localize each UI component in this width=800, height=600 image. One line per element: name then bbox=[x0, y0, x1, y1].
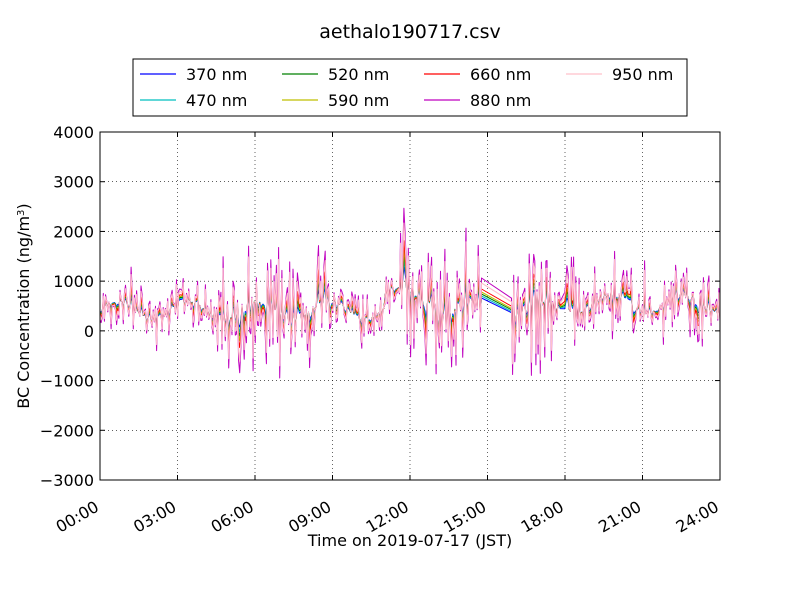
legend-label: 660 nm bbox=[470, 65, 531, 84]
legend-label: 520 nm bbox=[328, 65, 389, 84]
y-axis-label-close: ) bbox=[14, 203, 33, 209]
y-axis-label: BC Concentration (ng/m3) bbox=[14, 203, 33, 408]
x-axis: 00:00 03:00 06:00 09:00 12:00 15:00 18:00 21:00… bbox=[53, 132, 722, 537]
y-tick-label: 0 bbox=[84, 322, 94, 341]
y-axis: −3000 −2000 −1000 0 1000 2000 3000 4000 bbox=[40, 123, 720, 490]
x-tick-label: 24:00 bbox=[673, 497, 722, 537]
y-tick-label: −2000 bbox=[40, 421, 94, 440]
y-tick-label: 2000 bbox=[53, 222, 94, 241]
x-axis-label: Time on 2019-07-17 (JST) bbox=[307, 531, 512, 550]
x-tick-label: 21:00 bbox=[595, 497, 644, 537]
plot-area bbox=[99, 207, 721, 379]
legend-label: 950 nm bbox=[612, 65, 673, 84]
x-tick-label: 03:00 bbox=[130, 497, 179, 537]
x-tick-label: 00:00 bbox=[53, 497, 102, 537]
x-tick-label: 06:00 bbox=[208, 497, 257, 537]
legend: 370 nm 470 nm 520 nm 590 nm 660 nm 880 nm 950 … bbox=[132, 58, 688, 117]
y-tick-label: 1000 bbox=[53, 272, 94, 291]
grid bbox=[100, 132, 720, 480]
y-axis-label-main: BC Concentration (ng/m bbox=[14, 216, 33, 409]
series-line-950-nm bbox=[99, 222, 721, 367]
legend-label: 470 nm bbox=[186, 91, 247, 110]
x-tick-label: 18:00 bbox=[518, 497, 567, 537]
chart-title: aethalo190717.csv bbox=[319, 21, 501, 43]
y-tick-label: −3000 bbox=[40, 471, 94, 490]
y-tick-label: 3000 bbox=[53, 173, 94, 192]
legend-box bbox=[132, 58, 688, 117]
legend-label: 370 nm bbox=[186, 65, 247, 84]
y-tick-label: 4000 bbox=[53, 123, 94, 142]
y-axis-label-sup: 3 bbox=[16, 210, 27, 216]
y-tick-label: −1000 bbox=[40, 372, 94, 391]
legend-label: 590 nm bbox=[328, 91, 389, 110]
legend-label: 880 nm bbox=[470, 91, 531, 110]
